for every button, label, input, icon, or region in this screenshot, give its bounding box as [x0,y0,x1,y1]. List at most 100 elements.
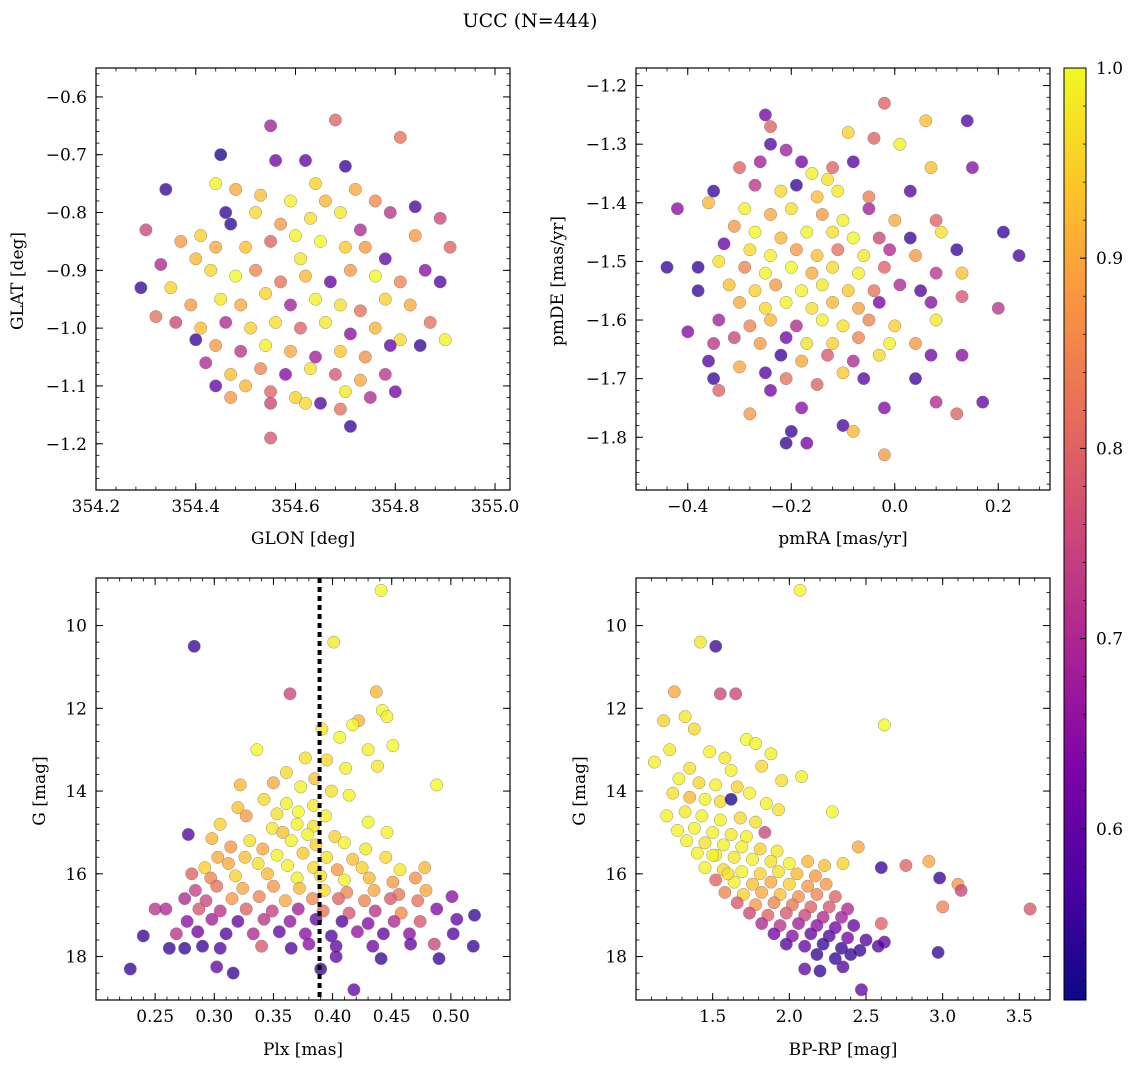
data-point [758,826,772,839]
data-point [380,710,394,723]
data-point [929,395,943,409]
data-point [872,231,886,245]
data-point [368,321,382,335]
data-point [749,737,762,750]
x-tick-label: 0.40 [314,1007,352,1027]
data-point [394,906,408,920]
data-point [759,108,772,122]
data-point [746,877,759,891]
data-point [836,419,850,432]
y-tick-label: 14 [605,782,627,802]
data-point [289,391,302,404]
data-point [333,344,347,358]
data-point [899,859,913,872]
data-point [224,840,238,854]
data-point [872,295,886,309]
data-point [328,113,342,127]
data-point [239,379,253,393]
data-point [862,313,876,327]
data-point [265,904,279,918]
data-point [386,875,400,889]
data-point [709,778,723,792]
data-point [404,937,417,951]
data-point [353,373,367,387]
data-point [810,249,824,263]
data-point [254,188,268,202]
x-tick-label: −0.4 [667,497,708,517]
data-point [748,178,762,192]
data-point [810,378,824,391]
data-point [859,933,873,947]
data-point [162,941,176,955]
data-point [323,275,337,289]
data-point [185,867,199,881]
y-tick-label: 16 [65,865,87,885]
colorbar-tick-label: 0.8 [1096,439,1123,459]
data-point [408,200,422,214]
data-point [329,950,343,963]
data-point [805,301,819,315]
data-point [189,252,203,266]
data-point [393,275,407,289]
data-point [893,137,907,151]
data-point [795,401,808,415]
data-point [234,344,248,358]
data-point [269,154,282,167]
plot-area-frame [95,67,511,491]
data-point [660,809,674,823]
data-point [358,350,372,364]
data-point [779,295,793,309]
data-point [755,886,769,899]
data-point [279,367,292,381]
x-axis-label: BP-RP [mag] [789,1040,898,1060]
data-point [320,850,334,864]
data-point [841,931,854,945]
data-point [801,855,815,868]
data-point [432,952,446,965]
data-point [695,809,709,823]
scatter-points [648,584,1037,997]
data-point [955,290,969,303]
data-point [727,331,741,344]
data-point [698,792,712,806]
y-tick-label: 12 [605,699,627,719]
data-point [361,815,375,829]
data-point [309,177,322,191]
data-point [337,836,351,850]
data-point [338,240,352,254]
data-point [660,260,674,274]
data-point [874,861,888,874]
data-point [841,284,855,298]
data-point [343,327,357,341]
data-point [350,925,364,939]
data-point [408,229,422,243]
data-point [418,861,432,874]
data-point [826,225,839,239]
data-point [893,278,907,292]
data-point [257,792,271,806]
data-point [718,886,732,899]
data-point [333,730,347,744]
data-point [229,269,243,283]
scatter-points [134,113,457,445]
data-point [764,137,777,151]
colorbar-tick-label: 0.7 [1096,630,1123,650]
data-point [702,196,715,210]
data-point [862,190,876,204]
axis-ticks: −0.4 −0.2 0.0 0.2 −1.2 −1.3 −1.4 −1.5 −1.6 −1.7 −1… [586,68,1050,517]
data-point [800,225,814,239]
data-point [800,337,814,350]
data-point [707,337,720,350]
data-point [379,850,393,864]
data-point [774,231,788,245]
data-point [836,960,850,974]
data-point [706,826,720,839]
x-tick-label: 0.45 [373,1007,411,1027]
data-point [188,884,202,897]
data-point [284,194,297,208]
data-point [294,252,307,266]
data-point [867,284,881,298]
x-tick-label: 3.0 [929,1007,956,1027]
data-point [466,939,480,953]
data-point [690,846,704,860]
